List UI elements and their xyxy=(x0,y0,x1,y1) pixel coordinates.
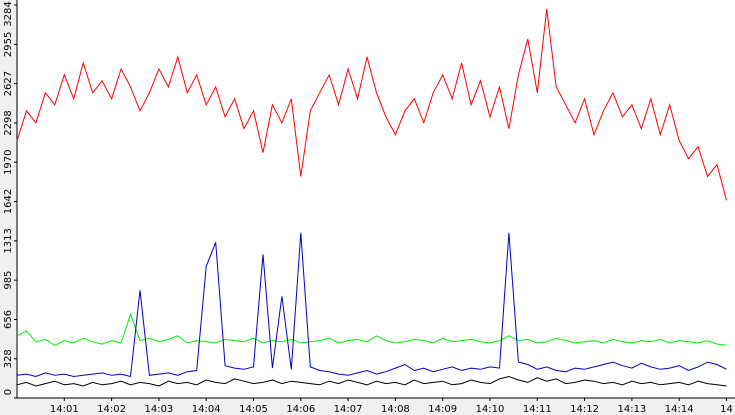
x-tick-label: 14:10 xyxy=(476,404,505,415)
series-line xyxy=(16,9,727,201)
y-tick-label: 0 xyxy=(3,389,14,395)
series-line xyxy=(16,312,727,346)
x-tick-label: 14:01 xyxy=(50,404,79,415)
y-tick-label: 1642 xyxy=(3,189,14,214)
y-tick-label: 2627 xyxy=(3,71,14,96)
y-tick-label: 328 xyxy=(3,349,14,368)
series-line xyxy=(16,232,727,378)
y-tick-label: 1970 xyxy=(3,150,14,175)
y-tick-label: 656 xyxy=(3,310,14,329)
x-tick-label: 14:12 xyxy=(570,404,599,415)
y-tick-label: 2955 xyxy=(3,32,14,57)
x-tick-label: 14:02 xyxy=(97,404,126,415)
x-tick-label: 14:08 xyxy=(381,404,410,415)
series-line xyxy=(16,375,727,387)
y-tick-label: 1313 xyxy=(3,228,14,253)
x-tick-label: 14:05 xyxy=(239,404,268,415)
y-tick-label: 2298 xyxy=(3,110,14,135)
x-tick-label: 14:14 xyxy=(665,404,694,415)
x-tick-label: 14 xyxy=(720,404,733,415)
y-axis-band xyxy=(0,0,17,398)
x-tick-label: 14:03 xyxy=(144,404,173,415)
x-axis-band xyxy=(0,398,735,415)
x-tick-label: 14:09 xyxy=(428,404,457,415)
x-tick-label: 14:06 xyxy=(286,404,315,415)
x-tick-label: 14:04 xyxy=(192,404,221,415)
x-tick-label: 14:11 xyxy=(523,404,552,415)
y-tick-label: 985 xyxy=(3,271,14,290)
x-tick-label: 14:13 xyxy=(617,404,646,415)
x-tick-label: 14:07 xyxy=(334,404,363,415)
y-tick-label: 3284 xyxy=(3,1,14,26)
